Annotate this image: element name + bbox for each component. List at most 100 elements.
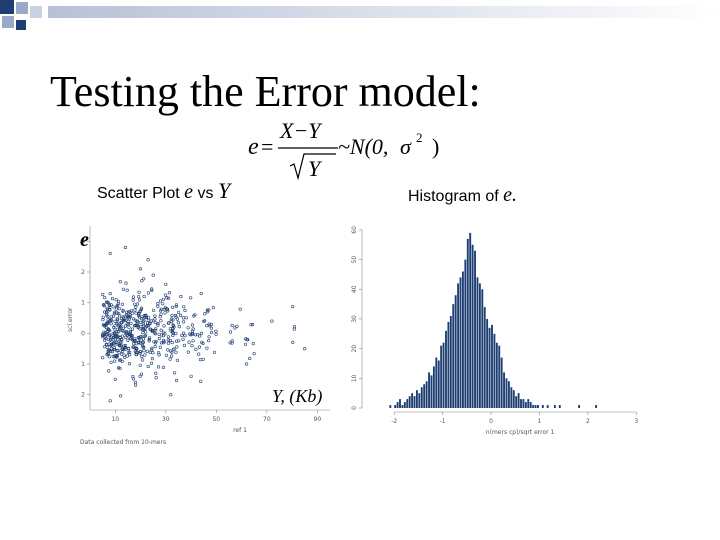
formula-rhs: ~N(0, <box>338 134 388 159</box>
scatter-point <box>119 323 123 328</box>
scatter-point <box>211 305 215 310</box>
histogram-bar <box>520 399 522 408</box>
scatter-point <box>159 328 163 332</box>
histogram-bar <box>425 381 428 408</box>
histogram-y-tick-label: 50 <box>351 256 358 264</box>
scatter-point <box>166 341 171 345</box>
histogram-bar <box>408 396 411 408</box>
scatter-point <box>101 292 105 297</box>
histogram-x-tick-label: 1 <box>538 418 542 425</box>
scatter-point <box>159 319 163 323</box>
corner-square-light <box>30 6 42 18</box>
slide-title: Testing the Error model: <box>50 67 481 116</box>
scatter-point <box>147 339 151 343</box>
histogram-x-tick-label: -2 <box>391 418 397 425</box>
scatter-point <box>142 319 146 323</box>
scatter-point <box>109 344 113 348</box>
scatter-point <box>133 383 138 387</box>
histogram-bar <box>389 405 392 408</box>
scatter-point <box>125 329 129 334</box>
scatter-point <box>214 332 218 336</box>
scatter-point <box>142 349 146 353</box>
scatter-point <box>153 345 157 349</box>
scatter-point <box>117 329 121 334</box>
histogram-y-tick-label: 20 <box>351 345 358 353</box>
scatter-point <box>158 309 163 313</box>
scatter-point <box>153 320 157 325</box>
scatter-point <box>159 312 163 316</box>
histogram-bar <box>491 324 493 408</box>
scatter-point <box>103 323 107 327</box>
scatter-point <box>170 341 174 345</box>
histogram-bars <box>389 232 598 408</box>
scatter-point <box>291 304 295 309</box>
histogram-bar <box>517 393 520 408</box>
scatter-point <box>141 345 145 349</box>
scatter-point <box>149 361 154 365</box>
scatter-point <box>170 305 175 309</box>
scatter-point <box>141 322 145 326</box>
scatter-point <box>190 331 195 335</box>
scatter-point <box>248 356 252 361</box>
scatter-point <box>205 346 209 350</box>
scatter-point <box>163 293 168 297</box>
scatter-point <box>145 349 149 353</box>
scatter-point <box>105 343 109 347</box>
scatter-point <box>292 325 297 329</box>
scatter-point <box>125 321 129 326</box>
scatter-point <box>150 348 154 352</box>
scatter-point <box>113 319 117 323</box>
histogram-y-tick-label: 40 <box>351 285 358 293</box>
scatter-point <box>106 321 110 325</box>
histogram-x-label: n(mers cp)/sqrt error 1 <box>486 429 555 436</box>
scatter-point <box>186 326 190 330</box>
histogram-bar <box>524 402 527 408</box>
scatter-point <box>183 333 187 338</box>
scatter-point <box>127 332 131 336</box>
scatter-point <box>131 377 135 381</box>
scatter-point <box>117 306 121 311</box>
scatter-point <box>121 318 125 322</box>
scatter-point <box>157 332 161 336</box>
scatter-point <box>140 279 144 283</box>
scatter-point <box>125 288 129 292</box>
histogram-bar <box>527 399 530 408</box>
scatter-point <box>118 280 122 284</box>
histogram-bar <box>488 327 491 408</box>
scatter-point <box>109 360 113 364</box>
scatter-point <box>207 339 211 343</box>
scatter-point <box>104 333 108 337</box>
scatter-point <box>140 315 144 319</box>
scatter-point <box>116 299 121 304</box>
scatter-point <box>199 379 203 383</box>
scatter-point <box>135 322 139 326</box>
scatter-point <box>163 311 167 315</box>
histogram-y-tick-label: 10 <box>351 374 358 382</box>
scatter-point <box>120 302 124 306</box>
histogram-bar <box>481 289 484 408</box>
scatter-point <box>132 345 136 349</box>
scatter-point <box>145 321 150 325</box>
scatter-point <box>110 296 115 301</box>
scatter-point <box>101 356 105 360</box>
histogram-y-tick-label: 60 <box>351 226 358 234</box>
scatter-point <box>191 327 195 331</box>
scatter-point <box>141 340 145 344</box>
histogram-bar <box>442 342 445 408</box>
scatter-point <box>115 349 119 353</box>
scatter-point <box>174 303 178 307</box>
histogram-caption: Histogram of e. <box>408 184 517 207</box>
histogram-bar <box>454 295 457 408</box>
scatter-y-tick-label: 2 <box>81 269 85 276</box>
scatter-point <box>177 310 181 314</box>
scatter-point <box>182 320 186 324</box>
histogram-bar <box>399 399 401 408</box>
scatter-point <box>117 324 121 328</box>
scatter-point <box>140 358 145 362</box>
scatter-point <box>128 313 132 317</box>
scatter-point <box>173 371 177 375</box>
scatter-point <box>137 312 141 316</box>
histogram-bar <box>464 259 467 408</box>
scatter-point <box>133 308 137 312</box>
scatter-point <box>120 349 125 353</box>
